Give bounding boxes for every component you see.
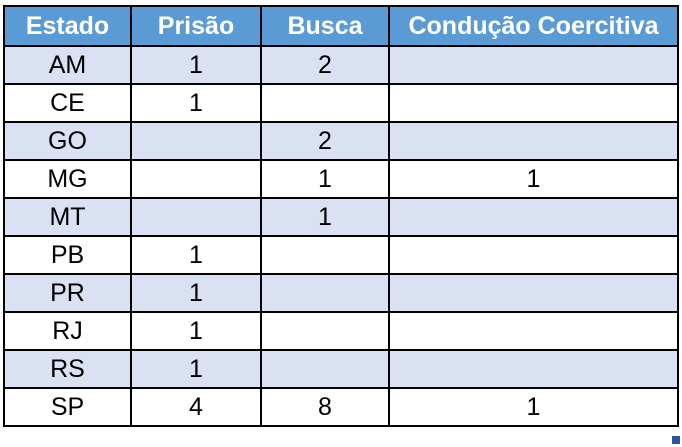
value-cell[interactable] (130, 159, 262, 199)
value-cell[interactable]: 1 (130, 349, 262, 389)
table-row: AM 1 2 (3, 45, 679, 85)
table-row: CE 1 (3, 83, 679, 123)
value-cell[interactable] (388, 235, 679, 275)
value-cell[interactable] (388, 45, 679, 85)
value-cell[interactable]: 1 (130, 273, 262, 313)
value-cell[interactable] (388, 311, 679, 351)
header-row: Estado Prisão Busca Condução Coercitiva (3, 5, 679, 47)
column-header-estado[interactable]: Estado (3, 5, 132, 47)
estado-cell[interactable]: RJ (3, 311, 132, 351)
value-cell[interactable] (260, 311, 390, 351)
value-cell[interactable] (388, 83, 679, 123)
value-cell[interactable] (388, 197, 679, 237)
table-row: SP 4 8 1 (3, 387, 679, 427)
value-cell[interactable]: 8 (260, 387, 390, 427)
value-cell[interactable] (388, 349, 679, 389)
column-header-busca[interactable]: Busca (260, 5, 390, 47)
estado-cell[interactable]: GO (3, 121, 132, 161)
table-row: MG 1 1 (3, 159, 679, 199)
value-cell[interactable]: 4 (130, 387, 262, 427)
value-cell[interactable]: 2 (260, 45, 390, 85)
table-body: AM 1 2 CE 1 GO 2 MG 1 1 MT 1 PB 1 PR 1 RJ 1 RS 1 SP 4 8 1 (3, 45, 679, 427)
value-cell[interactable] (388, 273, 679, 313)
table-row: MT 1 (3, 197, 679, 237)
value-cell[interactable] (130, 197, 262, 237)
table-row: GO 2 (3, 121, 679, 161)
value-cell[interactable] (260, 273, 390, 313)
value-cell[interactable]: 1 (388, 387, 679, 427)
column-header-prisao[interactable]: Prisão (130, 5, 262, 47)
value-cell[interactable] (130, 121, 262, 161)
value-cell[interactable] (388, 121, 679, 161)
estado-cell[interactable]: AM (3, 45, 132, 85)
value-cell[interactable] (260, 349, 390, 389)
value-cell[interactable]: 1 (130, 235, 262, 275)
estado-cell[interactable]: SP (3, 387, 132, 427)
table-row: PB 1 (3, 235, 679, 275)
column-header-conducao-coercitiva[interactable]: Condução Coercitiva (388, 5, 679, 47)
estado-cell[interactable]: RS (3, 349, 132, 389)
estado-cell[interactable]: PB (3, 235, 132, 275)
value-cell[interactable] (260, 235, 390, 275)
value-cell[interactable] (260, 83, 390, 123)
table-row: PR 1 (3, 273, 679, 313)
value-cell[interactable]: 1 (388, 159, 679, 199)
estado-cell[interactable]: MG (3, 159, 132, 199)
estado-cell[interactable]: PR (3, 273, 132, 313)
value-cell[interactable]: 1 (130, 83, 262, 123)
data-table: Estado Prisão Busca Condução Coercitiva … (3, 5, 679, 427)
estado-cell[interactable]: MT (3, 197, 132, 237)
value-cell[interactable]: 1 (130, 311, 262, 351)
value-cell[interactable]: 2 (260, 121, 390, 161)
value-cell[interactable]: 1 (260, 159, 390, 199)
selection-fill-handle[interactable] (672, 436, 680, 444)
value-cell[interactable]: 1 (260, 197, 390, 237)
table-row: RJ 1 (3, 311, 679, 351)
value-cell[interactable]: 1 (130, 45, 262, 85)
table-row: RS 1 (3, 349, 679, 389)
estado-cell[interactable]: CE (3, 83, 132, 123)
